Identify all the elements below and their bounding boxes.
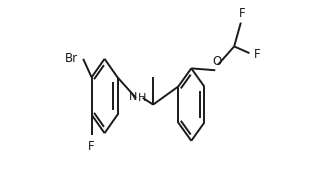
Text: F: F <box>88 140 95 153</box>
Text: H: H <box>138 93 146 103</box>
Text: Br: Br <box>65 52 78 65</box>
Text: O: O <box>212 55 222 68</box>
Text: F: F <box>254 48 261 60</box>
Text: F: F <box>238 7 245 20</box>
Text: N: N <box>129 92 137 102</box>
